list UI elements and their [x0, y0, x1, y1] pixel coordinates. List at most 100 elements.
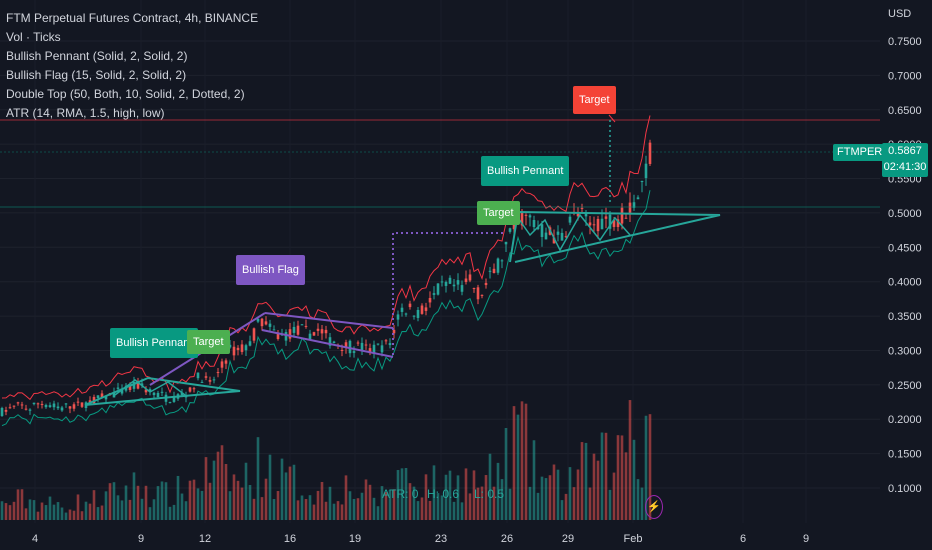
legend-line-atr[interactable]: ATR (14, RMA, 1.5, high, low)	[6, 104, 258, 123]
candle-body	[401, 308, 404, 312]
volume-bar	[41, 503, 44, 520]
legend-line-flag[interactable]: Bullish Flag (15, Solid, 2, Solid, 2)	[6, 66, 258, 85]
volume-bar	[573, 487, 576, 520]
candle-body	[489, 271, 492, 272]
candle-body	[417, 310, 420, 318]
candle-body	[45, 405, 48, 407]
volume-bar	[465, 468, 468, 520]
volume-bar	[177, 476, 180, 520]
label-bullish-flag[interactable]: Bullish Flag	[236, 255, 305, 285]
label-bullish-pennant-2[interactable]: Bullish Pennant	[481, 156, 569, 186]
candle-body	[57, 407, 60, 409]
candle-body	[497, 259, 500, 273]
candle-body	[445, 282, 448, 286]
volume-bar	[65, 513, 68, 520]
lightning-icon[interactable]: ⚡	[645, 495, 663, 519]
candle-body	[381, 345, 384, 352]
volume-bar	[337, 501, 340, 520]
volume-bar	[313, 505, 316, 520]
candle-body	[169, 402, 172, 403]
candle-body	[293, 327, 296, 333]
legend-line-pennant[interactable]: Bullish Pennant (Solid, 2, Solid, 2)	[6, 47, 258, 66]
candle-body	[77, 402, 80, 403]
y-tick-label: 0.3000	[888, 345, 922, 357]
volume-bar	[621, 435, 624, 520]
volume-bar	[569, 467, 572, 520]
volume-bar	[49, 497, 52, 520]
volume-bar	[121, 500, 124, 520]
axis-unit[interactable]: USD	[888, 8, 911, 20]
candle-body	[277, 334, 280, 339]
atr-value: ATR: 0	[382, 487, 418, 501]
volume-bar	[37, 512, 40, 520]
volume-bar	[469, 493, 472, 520]
volume-bar	[373, 498, 376, 520]
volume-bar	[365, 479, 368, 520]
candle-body	[389, 343, 392, 345]
volume-bar	[557, 470, 560, 520]
volume-bar	[585, 443, 588, 520]
volume-bar	[377, 506, 380, 520]
volume-bar	[305, 499, 308, 520]
candle-body	[509, 228, 512, 232]
volume-bar	[105, 491, 108, 520]
candle-body	[237, 348, 240, 350]
volume-bar	[73, 511, 76, 520]
x-tick-label: 26	[501, 533, 513, 545]
volume-bar	[345, 475, 348, 520]
volume-bar	[205, 457, 208, 520]
candle-body	[205, 376, 208, 378]
y-tick-label: 0.4000	[888, 277, 922, 289]
candle-body	[601, 219, 604, 229]
candle-body	[333, 342, 336, 343]
volume-bar	[261, 497, 264, 520]
candle-body	[197, 373, 200, 379]
volume-bar	[209, 483, 212, 520]
volume-bar	[329, 487, 332, 520]
candle-body	[53, 404, 56, 408]
volume-bar	[625, 452, 628, 520]
legend-title[interactable]: FTM Perpetual Futures Contract, 4h, BINA…	[6, 9, 258, 28]
candle-body	[453, 285, 456, 287]
volume-bar	[153, 499, 156, 520]
volume-bar	[289, 467, 292, 520]
candle-body	[301, 324, 304, 325]
volume-bar	[101, 506, 104, 520]
label-target-3[interactable]: Target	[573, 86, 616, 114]
y-tick-label: 0.7000	[888, 70, 922, 82]
volume-bar	[93, 490, 96, 520]
volume-bar	[241, 488, 244, 520]
candle-body	[325, 330, 328, 333]
volume-bar	[597, 461, 600, 520]
volume-bar	[265, 479, 268, 520]
candle-body	[273, 329, 276, 330]
candle-body	[221, 361, 224, 367]
candle-body	[561, 233, 564, 241]
candle-body	[257, 319, 260, 322]
x-tick-label: 16	[284, 533, 296, 545]
legend-line-volume[interactable]: Vol · Ticks	[6, 28, 258, 47]
label-target-2[interactable]: Target	[477, 201, 520, 225]
x-tick-label: 19	[349, 533, 361, 545]
x-tick-label: 23	[435, 533, 447, 545]
candle-body	[341, 350, 344, 351]
volume-bar	[613, 473, 616, 520]
volume-bar	[253, 499, 256, 520]
volume-bar	[29, 499, 32, 520]
y-tick-label: 0.2500	[888, 380, 922, 392]
candle-body	[249, 341, 252, 345]
x-tick-label: 12	[199, 533, 211, 545]
x-tick-label: 4	[32, 533, 38, 545]
volume-bar	[589, 488, 592, 520]
volume-bar	[641, 488, 644, 520]
volume-bar	[85, 502, 88, 520]
volume-bar	[1, 501, 4, 520]
candle-body	[217, 372, 220, 373]
label-target-1[interactable]: Target	[187, 330, 230, 354]
volume-bar	[117, 495, 120, 520]
candle-body	[241, 344, 244, 352]
volume-bar	[157, 486, 160, 520]
x-tick-label: 6	[740, 533, 746, 545]
legend-line-double-top[interactable]: Double Top (50, Both, 10, Solid, 2, Dott…	[6, 85, 258, 104]
label-bullish-pennant-1[interactable]: Bullish Pennant	[110, 328, 198, 358]
